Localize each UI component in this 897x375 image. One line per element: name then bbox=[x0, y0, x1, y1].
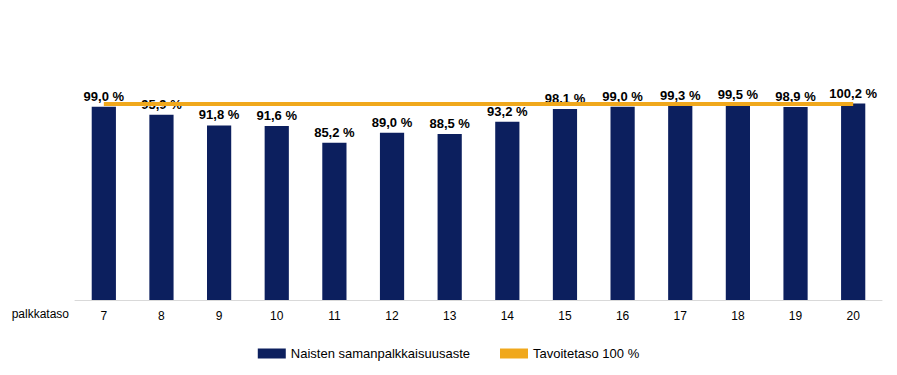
svg-text:16: 16 bbox=[616, 309, 630, 323]
svg-text:99,0 %: 99,0 % bbox=[84, 89, 125, 104]
svg-text:palkkataso: palkkataso bbox=[12, 307, 70, 321]
svg-text:13: 13 bbox=[443, 309, 457, 323]
svg-text:17: 17 bbox=[674, 309, 688, 323]
svg-text:99,3 %: 99,3 % bbox=[660, 88, 701, 103]
svg-text:9: 9 bbox=[216, 309, 223, 323]
svg-text:93,2 %: 93,2 % bbox=[487, 104, 528, 119]
svg-text:11: 11 bbox=[328, 309, 341, 323]
svg-text:20: 20 bbox=[846, 309, 860, 323]
svg-text:95,9 %: 95,9 % bbox=[141, 96, 182, 112]
svg-text:91,6 %: 91,6 % bbox=[257, 108, 298, 123]
svg-text:18: 18 bbox=[731, 309, 745, 323]
svg-text:14: 14 bbox=[501, 309, 515, 323]
svg-text:15: 15 bbox=[558, 309, 572, 323]
svg-text:7: 7 bbox=[100, 309, 107, 323]
svg-text:12: 12 bbox=[385, 309, 399, 323]
svg-text:98,9 %: 98,9 % bbox=[775, 89, 816, 104]
svg-text:89,0 %: 89,0 % bbox=[372, 115, 413, 130]
svg-text:Tavoitetaso 100 %: Tavoitetaso 100 % bbox=[533, 346, 640, 361]
svg-text:8: 8 bbox=[158, 309, 165, 323]
svg-text:99,0 %: 99,0 % bbox=[602, 89, 643, 104]
svg-text:19: 19 bbox=[789, 309, 803, 323]
svg-text:Naisten samanpalkkaisuusaste: Naisten samanpalkkaisuusaste bbox=[291, 346, 470, 361]
svg-text:88,5 %: 88,5 % bbox=[429, 116, 470, 131]
svg-text:98,1 %: 98,1 % bbox=[544, 91, 586, 106]
svg-text:85,2 %: 85,2 % bbox=[314, 125, 355, 140]
svg-text:91,8 %: 91,8 % bbox=[199, 107, 240, 122]
svg-text:100,2 %: 100,2 % bbox=[829, 86, 877, 101]
svg-text:99,5 %: 99,5 % bbox=[718, 87, 759, 102]
svg-text:10: 10 bbox=[270, 309, 284, 323]
